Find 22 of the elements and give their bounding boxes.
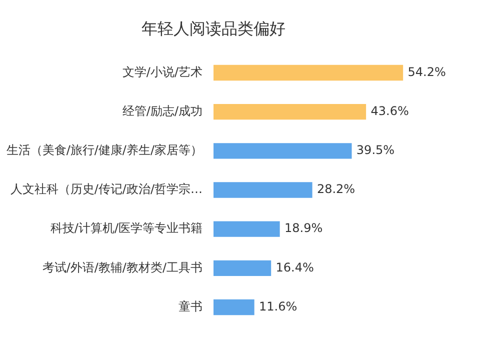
y-tick-label: 考试/外语/教辅/教材类/工具书: [42, 260, 202, 274]
data-label: 43.6%: [370, 104, 409, 118]
y-tick-label: 文学/小说/艺术: [122, 64, 202, 79]
y-tick-label: 童书: [178, 299, 202, 314]
data-label: 16.4%: [276, 260, 314, 274]
data-label: 54.2%: [408, 64, 446, 79]
chart-title: 年轻人阅读品类偏好: [142, 18, 286, 38]
data-label: 39.5%: [356, 143, 395, 158]
bar: [214, 182, 312, 198]
data-label: 11.6%: [259, 299, 298, 314]
bar: [214, 64, 404, 81]
bar: [214, 143, 352, 159]
bar: [214, 221, 280, 237]
y-tick-label: 人文社科（历史/传记/政治/哲学宗…: [10, 182, 202, 196]
bar: [214, 104, 366, 120]
data-label: 18.9%: [284, 221, 323, 236]
y-tick-label: 科技/计算机/医学等专业书籍: [50, 221, 202, 236]
y-tick-label: 生活（美食/旅行/健康/养生/家居等）: [6, 143, 202, 158]
bar: [214, 260, 272, 276]
bar: [214, 299, 254, 316]
y-tick-label: 经管/励志/成功: [122, 104, 202, 118]
data-label: 28.2%: [316, 182, 356, 196]
